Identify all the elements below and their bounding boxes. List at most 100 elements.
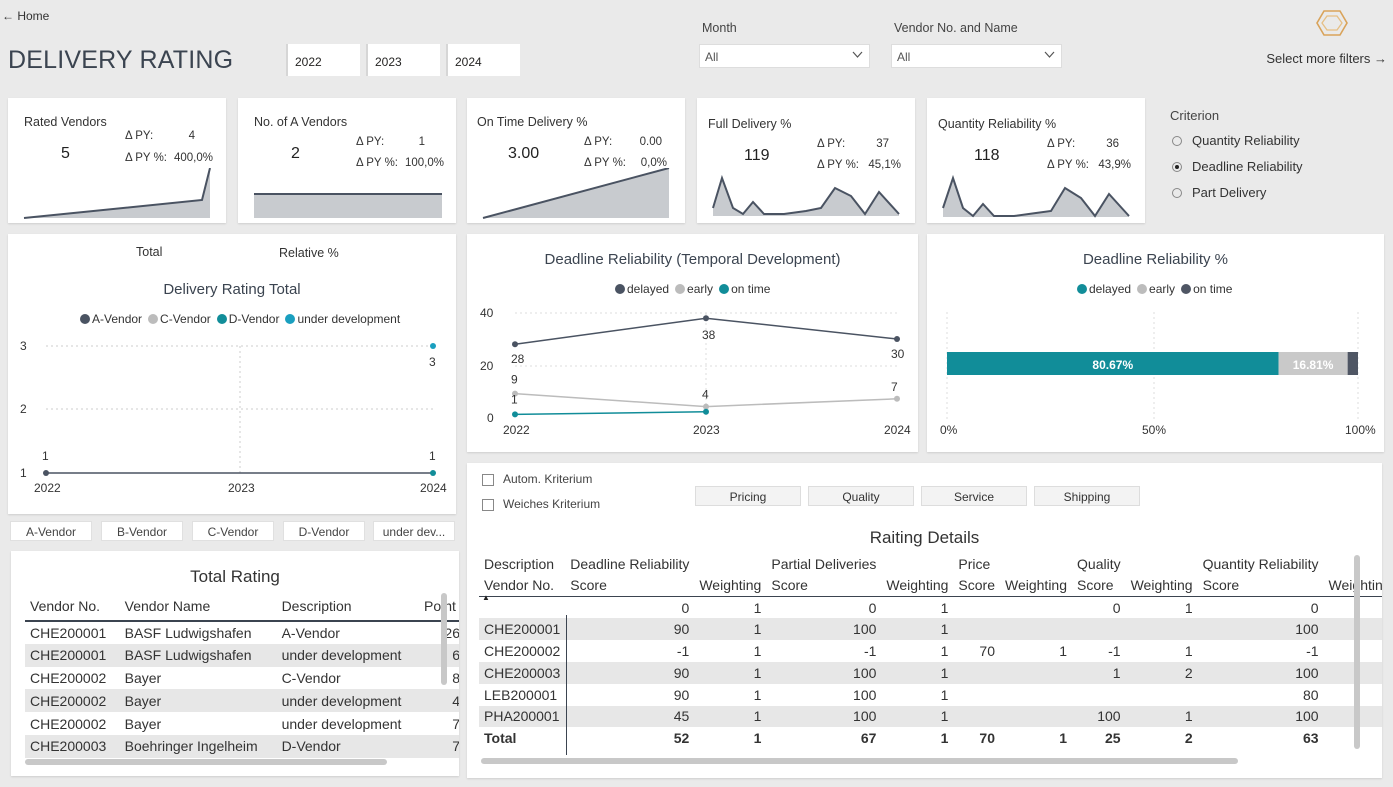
table-cell: under development xyxy=(281,647,402,664)
group-header[interactable] xyxy=(1126,553,1198,575)
table-row[interactable]: CHE200002 Bayer under development 4 xyxy=(25,689,459,713)
table-row[interactable]: PHA200001 45 1 100 1 100 1 100 2 xyxy=(479,705,1382,728)
total-rating-table: Vendor No. Vendor Name Description Point… xyxy=(25,591,459,758)
vertical-scrollbar[interactable] xyxy=(1354,555,1360,749)
year-button-2023[interactable]: 2023 xyxy=(366,44,440,76)
criterion-option-part-delivery[interactable]: Part Delivery xyxy=(1172,185,1266,200)
sub-header[interactable]: Vendor No. ▲ xyxy=(482,577,555,602)
column-header[interactable]: Description xyxy=(281,597,352,614)
table-cell: 8 xyxy=(452,669,459,686)
sub-header[interactable]: Weighting xyxy=(1130,577,1193,594)
radio-icon[interactable] xyxy=(1172,135,1182,146)
sub-header[interactable]: Score xyxy=(771,577,808,594)
data-point xyxy=(703,403,709,410)
table-row[interactable]: LEB2000019011001802901 xyxy=(479,684,1382,706)
group-header[interactable]: Price xyxy=(958,555,991,572)
legend-dot xyxy=(148,314,159,324)
legend-dot xyxy=(1077,284,1087,294)
data-point xyxy=(512,390,518,397)
checkbox-icon[interactable] xyxy=(482,498,494,511)
month-dropdown[interactable]: All xyxy=(699,44,870,68)
y-tick: 40 xyxy=(480,306,494,320)
radio-icon[interactable] xyxy=(1172,187,1182,198)
year-button-2024[interactable]: 2024 xyxy=(446,44,520,76)
table-row[interactable]: 01010102 xyxy=(479,597,1382,619)
table-row[interactable]: CHE200001 BASF Ludwigshafen under developm… xyxy=(25,643,459,667)
category-quality-button[interactable]: Quality xyxy=(808,486,914,506)
group-header[interactable] xyxy=(1324,553,1382,575)
group-header[interactable] xyxy=(881,553,953,575)
tab-a-vendor[interactable]: A-Vendor xyxy=(10,521,92,541)
column-header[interactable]: Point xyxy=(424,597,456,614)
sort-ascending-icon[interactable]: ▲ xyxy=(482,592,490,602)
home-link[interactable]: ← Home xyxy=(2,9,50,23)
table-row[interactable]: CHE200001901100110025901 xyxy=(479,618,1382,641)
sub-header[interactable]: Score xyxy=(958,577,995,594)
select-more-filters-link[interactable]: Select more filters → xyxy=(1266,51,1387,66)
vendor-dropdown[interactable]: All xyxy=(891,44,1062,68)
group-header[interactable] xyxy=(694,553,766,575)
table-cell: 100 xyxy=(1295,708,1319,725)
sub-header[interactable]: Score xyxy=(1202,577,1240,594)
tab-b-vendor[interactable]: B-Vendor xyxy=(101,521,183,541)
horizontal-scrollbar[interactable] xyxy=(25,759,387,765)
sub-header[interactable]: Score xyxy=(570,577,607,594)
table-row[interactable]: CHE200003 Boehringer Ingelheim D-Vendor 7 xyxy=(25,734,459,758)
table-cell: -1 xyxy=(1108,643,1121,660)
check-weiches-kriterium[interactable]: Weiches Kriterium xyxy=(482,497,600,511)
horizontal-scrollbar[interactable] xyxy=(481,758,1238,764)
vertical-scrollbar[interactable] xyxy=(441,593,447,685)
x-tick: 0% xyxy=(940,423,958,437)
sub-header[interactable]: Weighting xyxy=(886,577,949,594)
checkbox-icon[interactable] xyxy=(482,473,494,486)
vendor-filter-label: Vendor No. and Name xyxy=(894,21,1018,35)
tab-c-vendor[interactable]: C-Vendor xyxy=(192,521,274,541)
table-cell: Bayer xyxy=(124,715,162,732)
toggle-total[interactable]: Total xyxy=(136,245,163,259)
year-button-2022[interactable]: 2022 xyxy=(286,44,360,76)
criterion-option-quantity-reliability[interactable]: Quantity Reliability xyxy=(1172,133,1300,148)
kpi-dpyp-value: 45,1% xyxy=(868,159,901,171)
table-row[interactable]: CHE200002 Bayer under development 7 xyxy=(25,712,459,735)
table-cell xyxy=(953,618,1000,640)
category-shipping-button[interactable]: Shipping xyxy=(1034,486,1140,506)
data-label: 38 xyxy=(702,328,716,342)
column-header[interactable]: Vendor Name xyxy=(124,597,211,614)
sub-header[interactable]: Weighting xyxy=(1324,575,1382,597)
sub-header[interactable]: Weighting xyxy=(1005,577,1068,594)
check-autom-kriterium[interactable]: Autom. Kriterium xyxy=(482,472,592,486)
bar-label: 16.81% xyxy=(1293,358,1334,372)
legend-dot xyxy=(216,314,227,324)
category-pricing-button[interactable]: Pricing xyxy=(695,486,801,506)
table-cell: 1 xyxy=(753,664,762,681)
chart-legend: delayed early on time xyxy=(609,282,770,296)
table-row[interactable]: CHE2000039011001121002851 xyxy=(479,661,1382,684)
sub-header[interactable]: Weighting xyxy=(699,577,762,594)
radio-selected-icon[interactable] xyxy=(1172,161,1182,172)
table-row[interactable]: CHE200001 BASF Ludwigshafen A-Vendor 26 xyxy=(25,621,459,644)
kpi-title: Quantity Reliability % xyxy=(938,117,1057,131)
tab-d-vendor[interactable]: D-Vendor xyxy=(283,521,365,541)
table-cell: 4 xyxy=(452,692,459,709)
column-header[interactable]: Vendor No. xyxy=(30,597,101,614)
category-service-button[interactable]: Service xyxy=(921,486,1027,506)
group-header[interactable]: Description xyxy=(484,555,555,572)
tab-under-development[interactable]: under dev... xyxy=(373,521,455,541)
table-cell: 0 xyxy=(1112,599,1121,616)
toggle-relative[interactable]: Relative % xyxy=(279,246,339,260)
kpi-title: Full Delivery % xyxy=(708,117,792,131)
group-header[interactable]: Deadline Reliability xyxy=(570,555,690,572)
kpi-dpyp-value: 100,0% xyxy=(404,157,444,169)
data-point xyxy=(894,395,900,402)
group-header[interactable] xyxy=(1000,553,1072,575)
table-row[interactable]: CHE200002 Bayer C-Vendor 8 xyxy=(25,667,459,690)
kpi-dpyp-label: Δ PY %: xyxy=(584,157,626,169)
criterion-option-deadline-reliability[interactable]: Deadline Reliability xyxy=(1172,159,1303,174)
sub-header[interactable]: Score xyxy=(1077,577,1114,594)
table-cell: Boehringer Ingelheim xyxy=(124,738,258,755)
table-cell xyxy=(953,706,1000,728)
group-header[interactable]: Quantity Reliability xyxy=(1202,555,1319,572)
group-header[interactable]: Partial Deliveries xyxy=(771,555,877,572)
group-header[interactable]: Quality xyxy=(1077,555,1121,572)
